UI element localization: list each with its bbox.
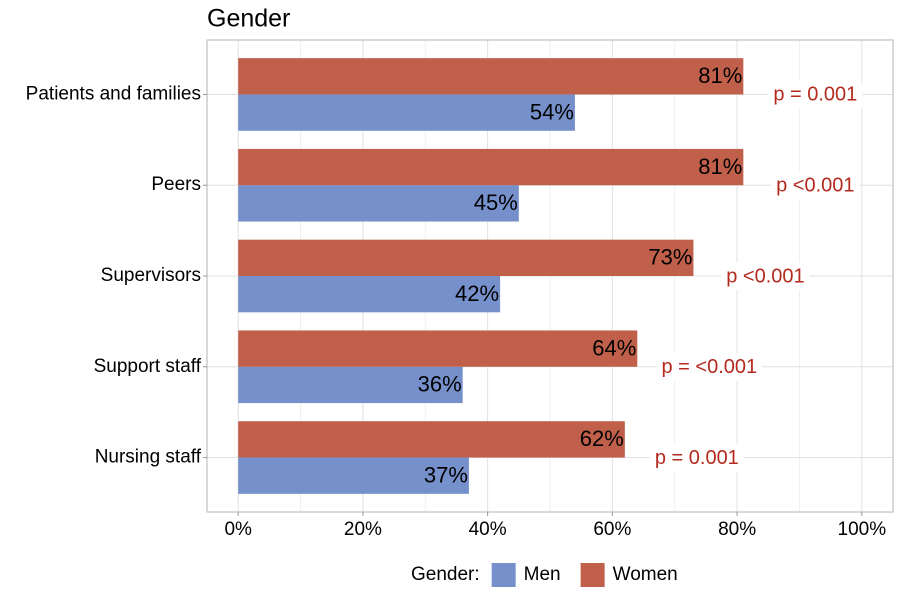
annotation-background — [721, 262, 810, 291]
x-tick-label: 40% — [469, 519, 507, 540]
bar — [238, 421, 625, 458]
value-label: 45% — [474, 190, 518, 215]
x-tick-label: 20% — [344, 519, 382, 540]
legend-label: Women — [613, 564, 678, 585]
annotation: p <0.001 — [776, 175, 854, 197]
y-tick-label: Patients and families — [26, 83, 201, 104]
annotation-background — [768, 80, 863, 109]
value-label: 54% — [530, 99, 574, 124]
legend-label: Men — [524, 564, 561, 585]
bar — [238, 185, 519, 222]
bar — [238, 276, 501, 313]
annotation-background — [649, 443, 744, 472]
bar — [238, 148, 744, 186]
value-label: 64% — [592, 335, 636, 360]
value-label: 81% — [698, 154, 742, 179]
annotation: p = 0.001 — [655, 447, 739, 469]
bar — [238, 94, 575, 131]
annotation-background — [771, 171, 860, 200]
value-label: 81% — [698, 63, 742, 88]
annotation: p <0.001 — [726, 265, 804, 287]
bar — [238, 366, 463, 404]
value-label: 62% — [580, 426, 624, 451]
legend-swatch — [491, 563, 516, 587]
value-label: 36% — [418, 372, 462, 397]
value-label: 73% — [648, 245, 692, 270]
x-tick-label: 100% — [838, 519, 887, 540]
y-tick-label: Supervisors — [101, 265, 201, 286]
annotation: p = 0.001 — [773, 84, 857, 106]
annotation-background — [656, 353, 763, 382]
y-tick-label: Peers — [151, 174, 201, 195]
value-label: 37% — [424, 463, 468, 488]
bar — [238, 457, 469, 494]
bar — [238, 58, 744, 95]
x-tick-label: 80% — [718, 519, 756, 540]
annotation: p = <0.001 — [661, 356, 757, 378]
x-tick-label: 60% — [593, 519, 631, 540]
bar — [238, 330, 638, 367]
chart-title: Gender — [207, 5, 290, 33]
y-tick-label: Support staff — [94, 356, 202, 377]
legend-title: Gender: — [411, 564, 480, 585]
y-tick-label: Nursing staff — [95, 447, 202, 468]
x-tick-label: 0% — [224, 519, 252, 540]
value-label: 42% — [455, 281, 499, 306]
legend-swatch — [580, 563, 605, 587]
bar — [238, 239, 694, 276]
